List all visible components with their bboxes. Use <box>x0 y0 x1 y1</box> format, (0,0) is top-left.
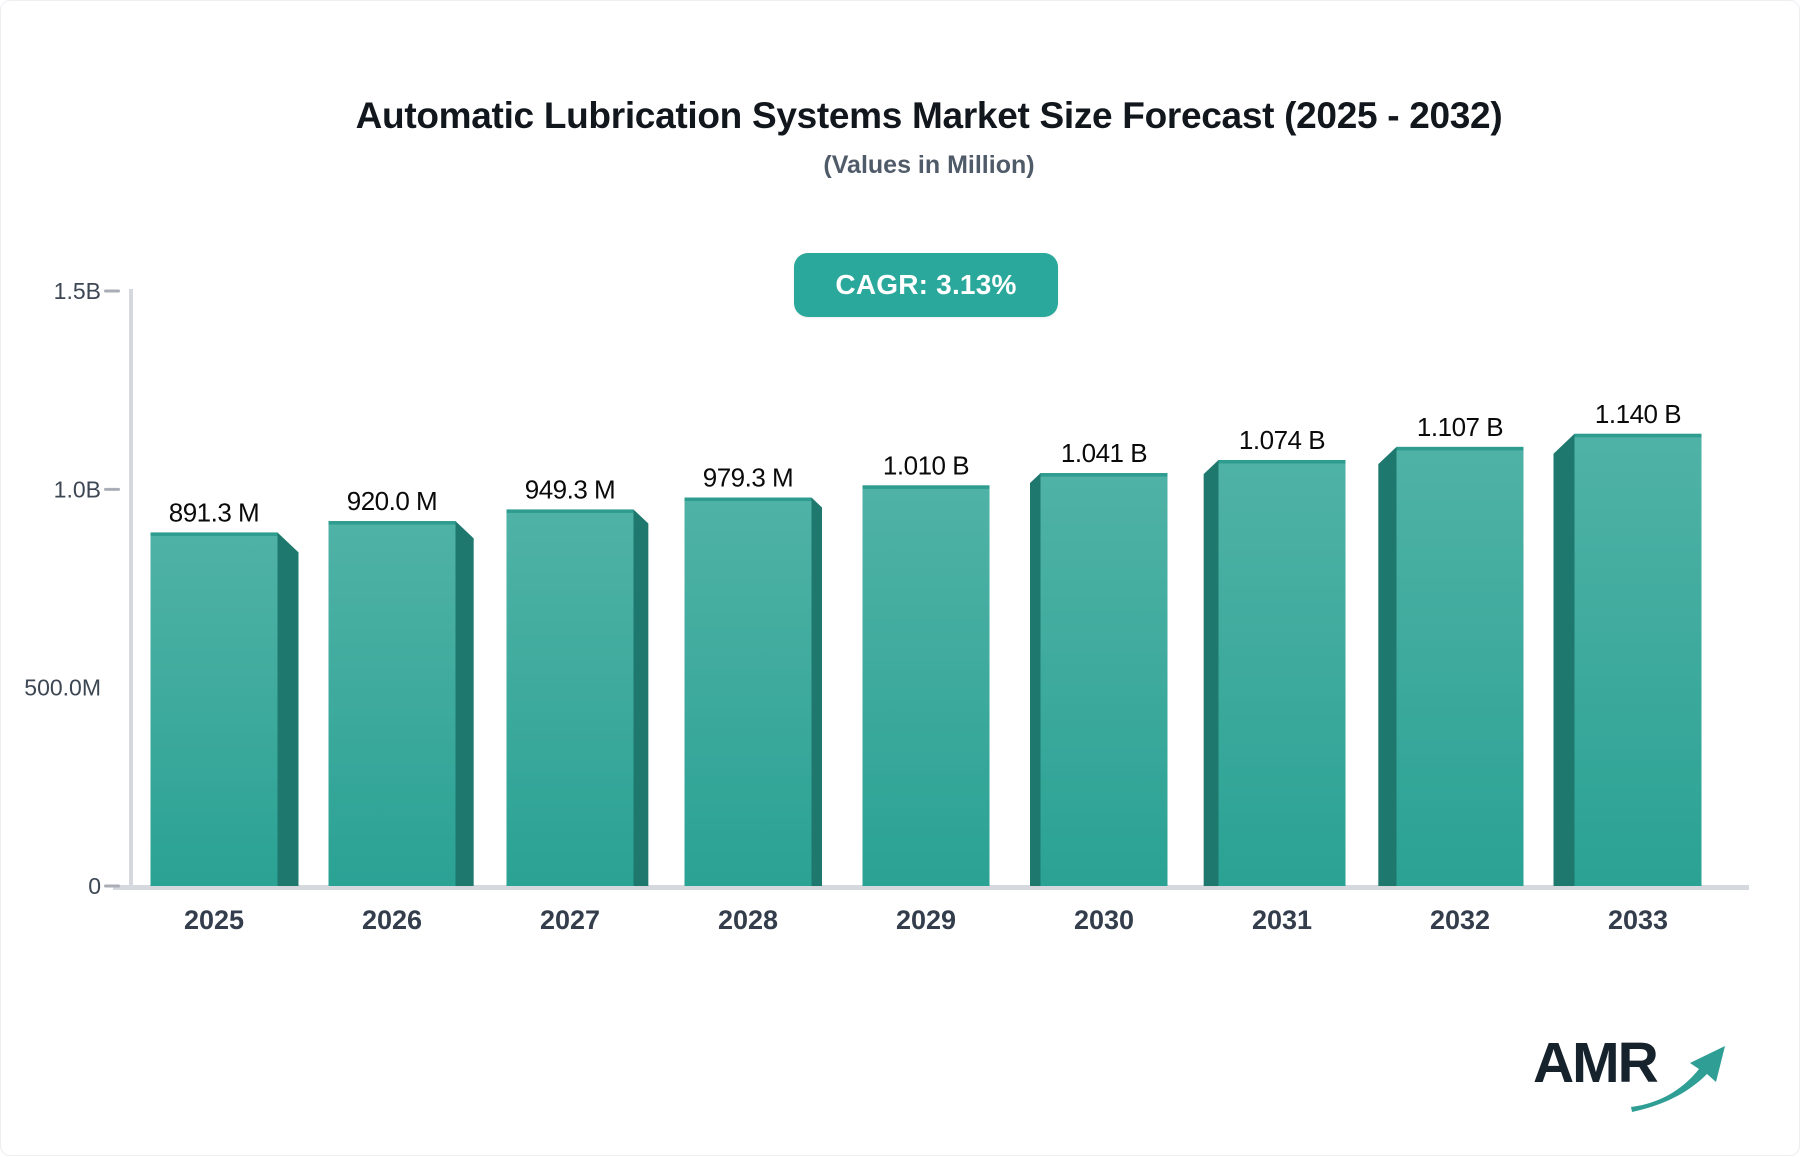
bar-value-label: 891.3 M <box>169 497 259 527</box>
bar-value-label: 1.074 B <box>1239 425 1325 455</box>
bar-top-edge <box>1574 433 1702 438</box>
bar-front-face <box>328 521 456 886</box>
x-axis-label: 2029 <box>896 905 956 935</box>
bar-side-face <box>1030 473 1041 886</box>
bar-front-face <box>684 497 812 886</box>
bar-front-face <box>1218 459 1346 886</box>
x-axis-line <box>113 885 1749 890</box>
bar-top-edge <box>684 497 812 502</box>
bar-side-face <box>811 497 822 886</box>
bar-top-edge <box>1396 446 1524 451</box>
bar-front-face <box>1396 446 1524 886</box>
bar-value-label: 1.107 B <box>1417 412 1503 442</box>
bar-top-edge <box>1040 473 1168 477</box>
bar-group-2026: 920.0 M 2026 <box>328 486 474 935</box>
bar-value-label: 1.041 B <box>1061 438 1147 468</box>
y-tick-label: 500.0M <box>24 675 101 701</box>
bar-group-2027: 949.3 M 2027 <box>506 474 649 935</box>
bar-group-2025: 891.3 M 2025 <box>150 497 299 935</box>
bar-value-label: 1.010 B <box>883 450 969 480</box>
bar-group-2028: 979.3 M 2028 <box>684 463 822 935</box>
bar-front-face <box>862 485 990 886</box>
y-tick <box>104 289 120 293</box>
x-axis-label: 2026 <box>362 905 422 935</box>
amr-logo-text: AMR <box>1533 1031 1659 1095</box>
y-tick-label: 1.0B <box>54 476 101 502</box>
bar-top-edge <box>862 485 990 489</box>
bar-group-2033: 1.140 B 2033 <box>1553 399 1702 935</box>
y-tick <box>104 884 120 888</box>
cagr-badge-label: CAGR: 3.13% <box>835 269 1017 300</box>
y-tick-label: 1.5B <box>54 278 101 304</box>
bar-group-2029: 1.010 B 2029 <box>862 450 990 935</box>
bar-value-label: 1.140 B <box>1595 399 1681 429</box>
bar-front-face <box>150 532 278 886</box>
y-tick-label: 0 <box>88 873 101 899</box>
bar-side-face <box>633 509 649 886</box>
bar-front-face <box>1574 433 1702 886</box>
x-axis-label: 2030 <box>1074 905 1134 935</box>
bar-side-face <box>455 521 474 886</box>
bar-top-edge <box>506 509 634 513</box>
x-axis-label: 2028 <box>718 905 778 935</box>
bar-top-edge <box>150 532 278 536</box>
bar-side-face <box>1203 459 1219 886</box>
bar-front-face <box>506 509 634 886</box>
bar-front-face <box>1040 473 1168 886</box>
x-axis-label: 2025 <box>184 905 244 935</box>
bar-value-label: 979.3 M <box>703 463 793 493</box>
x-axis-label: 2027 <box>540 905 600 935</box>
growth-arrow-icon <box>1631 1046 1725 1112</box>
bar-group-2030: 1.041 B 2030 <box>1030 438 1168 935</box>
bar-top-edge <box>1218 459 1346 464</box>
y-tick <box>104 487 120 491</box>
amr-logo: AMR <box>1533 1035 1753 1125</box>
bar-group-2032: 1.107 B 2032 <box>1378 412 1524 935</box>
x-axis-label: 2033 <box>1608 905 1668 935</box>
x-axis-label: 2031 <box>1252 905 1312 935</box>
bar-side-face <box>1553 433 1575 886</box>
bar-side-face <box>277 532 299 886</box>
cagr-badge: CAGR: 3.13% <box>794 253 1058 317</box>
bar-side-face <box>1378 446 1397 886</box>
bar-group-2031: 1.074 B 2031 <box>1203 425 1346 935</box>
bar-top-edge <box>328 521 456 525</box>
bar-value-label: 920.0 M <box>347 486 437 516</box>
x-axis-label: 2032 <box>1430 905 1490 935</box>
y-axis-line <box>129 289 133 888</box>
bar-value-label: 949.3 M <box>525 474 615 504</box>
